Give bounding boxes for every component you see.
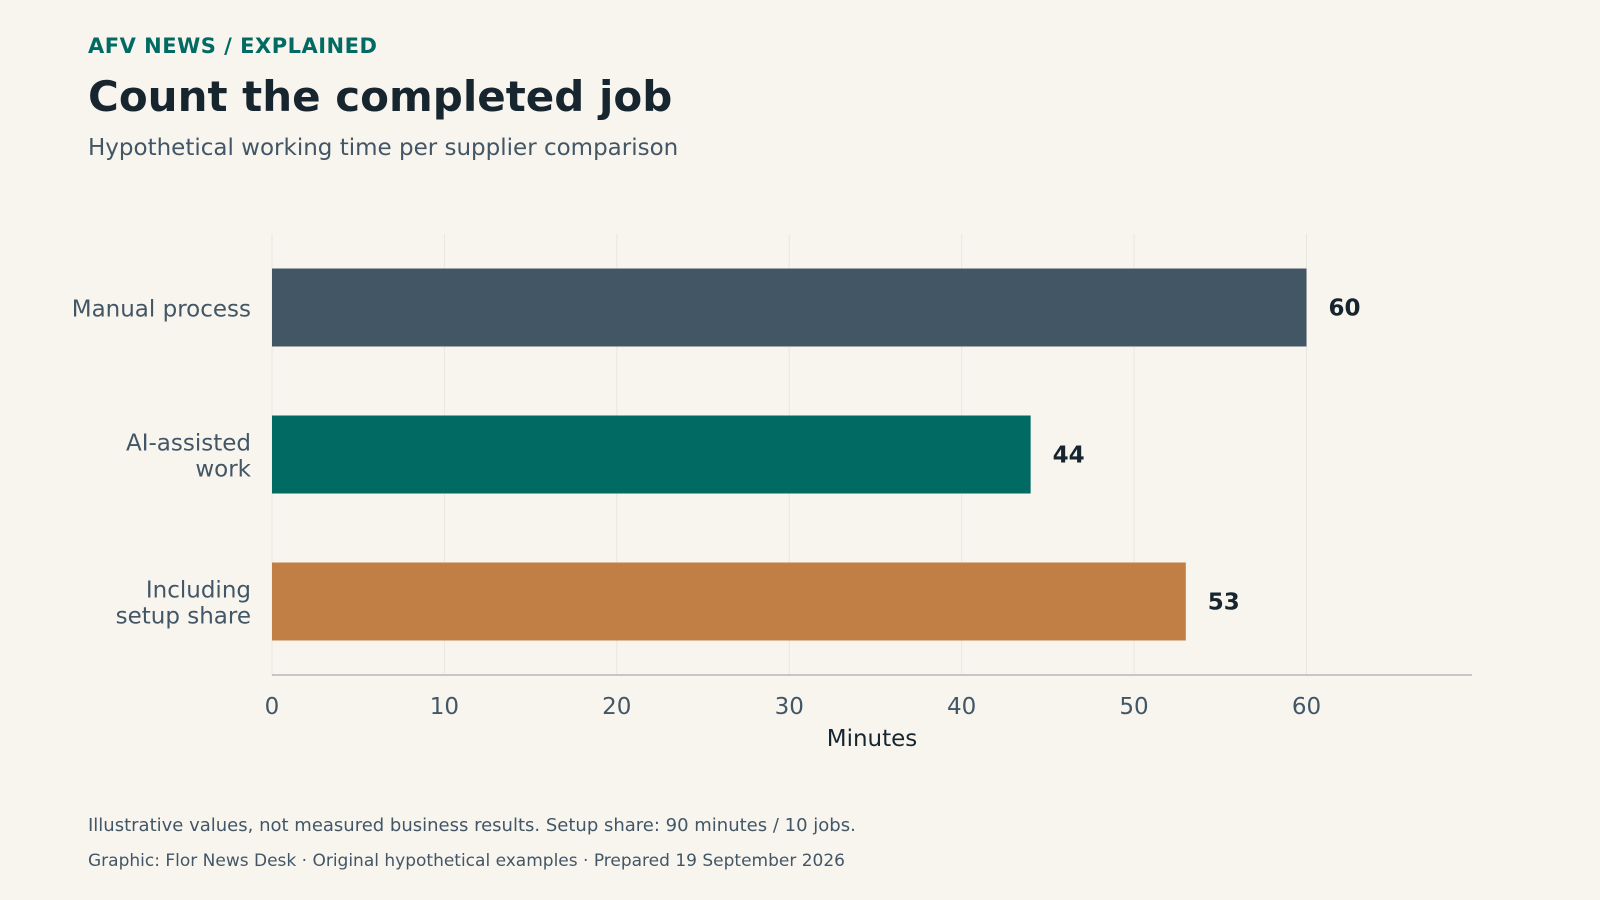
source-credit: Graphic: Flor News Desk · Original hypot… [88, 851, 845, 871]
bar [272, 562, 1186, 641]
kicker: AFV NEWS / EXPLAINED [88, 34, 378, 58]
data-label: 60 [1328, 296, 1360, 322]
x-tick-label: 50 [1119, 694, 1148, 720]
x-tick-label: 60 [1292, 694, 1321, 720]
category-label: Including setup share [116, 578, 251, 630]
bar [272, 268, 1307, 347]
bar [272, 415, 1031, 494]
x-tick-label: 0 [265, 694, 280, 720]
page-title: Count the completed job [88, 72, 673, 121]
category-label: Manual process [72, 297, 251, 323]
x-axis-title: Minutes [827, 726, 918, 752]
data-label: 53 [1208, 590, 1240, 616]
footnote: Illustrative values, not measured busine… [88, 815, 856, 836]
x-tick-label: 30 [775, 694, 804, 720]
data-label: 44 [1053, 443, 1085, 469]
x-tick-label: 10 [430, 694, 459, 720]
x-tick-label: 40 [947, 694, 976, 720]
x-tick-label: 20 [602, 694, 631, 720]
category-label: AI-assisted work [126, 431, 252, 483]
page-subtitle: Hypothetical working time per supplier c… [88, 135, 679, 161]
